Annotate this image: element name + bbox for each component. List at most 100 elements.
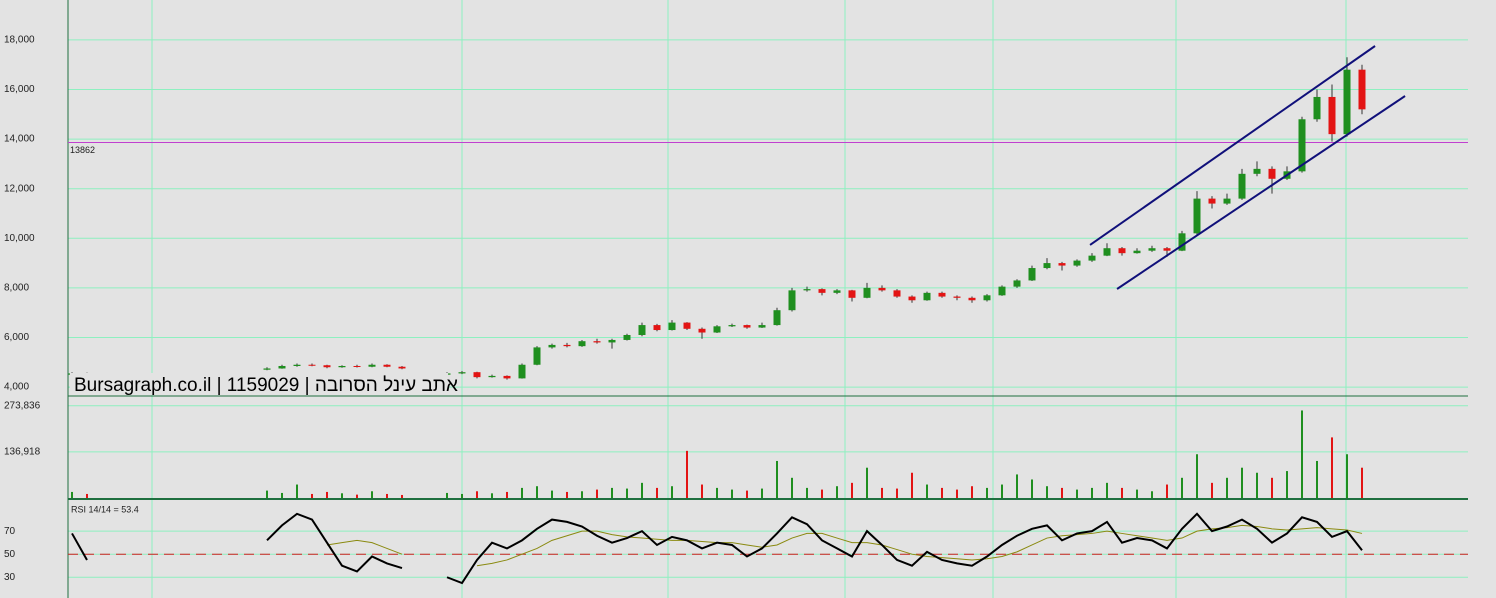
volume-bar bbox=[1271, 477, 1273, 498]
candle-body bbox=[1328, 96, 1336, 135]
candle-body bbox=[788, 290, 796, 311]
volume-bar bbox=[941, 487, 943, 498]
candle-body bbox=[1358, 69, 1366, 110]
volume-bar bbox=[746, 490, 748, 498]
candle-body bbox=[983, 295, 991, 301]
candle-body bbox=[383, 364, 391, 367]
candle-body bbox=[848, 290, 856, 298]
candle-body bbox=[863, 287, 871, 298]
candle-body bbox=[773, 310, 781, 326]
candle-body bbox=[578, 341, 586, 347]
candle-body bbox=[1178, 233, 1186, 251]
volume-bar bbox=[866, 467, 868, 498]
volume-bar bbox=[1196, 454, 1198, 498]
candle-body bbox=[473, 372, 481, 378]
candle-body bbox=[1148, 248, 1156, 251]
volume-bar bbox=[86, 493, 88, 498]
volume-bar bbox=[326, 491, 328, 498]
candle-body bbox=[593, 341, 601, 343]
volume-bar bbox=[386, 493, 388, 498]
candle-body bbox=[608, 339, 616, 343]
volume-bar bbox=[1121, 487, 1123, 498]
candle-body bbox=[923, 292, 931, 301]
candle-body bbox=[503, 375, 511, 379]
y-tick-label: 4,000 bbox=[4, 382, 29, 393]
y-tick-label: 12,000 bbox=[4, 183, 35, 194]
volume-bar bbox=[1181, 477, 1183, 498]
candle-body bbox=[908, 296, 916, 301]
candle-body bbox=[368, 364, 376, 367]
candle-body bbox=[953, 296, 961, 298]
volume-bar bbox=[971, 486, 973, 498]
candle-body bbox=[803, 289, 811, 291]
candle-body bbox=[548, 344, 556, 348]
y-tick-label: 273,836 bbox=[4, 400, 41, 411]
volume-bar bbox=[536, 486, 538, 498]
y-tick-label: 10,000 bbox=[4, 233, 35, 244]
candle-body bbox=[893, 290, 901, 297]
volume-bar bbox=[401, 494, 403, 498]
volume-bar bbox=[836, 486, 838, 498]
candle-body bbox=[308, 364, 316, 366]
candle-body bbox=[623, 334, 631, 340]
y-tick-label: 136,918 bbox=[4, 447, 41, 458]
volume-bar bbox=[761, 488, 763, 498]
candle-body bbox=[263, 368, 271, 370]
rsi-line bbox=[71, 512, 1363, 585]
candle-body bbox=[743, 325, 751, 328]
watermark-bg bbox=[70, 373, 448, 395]
candle-body bbox=[653, 325, 661, 331]
volume-bar bbox=[686, 450, 688, 498]
candle-body bbox=[1073, 260, 1081, 266]
volume-bar bbox=[851, 482, 853, 498]
trendline bbox=[1116, 95, 1406, 290]
volume-bar bbox=[611, 487, 613, 498]
volume-bar bbox=[311, 493, 313, 498]
volume-bar bbox=[956, 489, 958, 498]
volume-bar bbox=[806, 487, 808, 498]
volume-bar bbox=[881, 487, 883, 498]
volume-bar bbox=[521, 487, 523, 498]
volume-bar bbox=[491, 493, 493, 498]
candle-body bbox=[938, 292, 946, 297]
candle-body bbox=[833, 290, 841, 293]
volume-bar bbox=[1226, 477, 1228, 498]
y-tick-label: 30 bbox=[4, 572, 16, 583]
volume-bar bbox=[1211, 482, 1213, 498]
volume-bar bbox=[581, 491, 583, 498]
volume-bar bbox=[1241, 467, 1243, 498]
volume-bar bbox=[911, 472, 913, 498]
candle-body bbox=[1193, 198, 1201, 234]
y-tick-label: 16,000 bbox=[4, 84, 35, 95]
volume-bar bbox=[71, 491, 73, 498]
volume-bar bbox=[671, 486, 673, 498]
trendline bbox=[1089, 45, 1376, 246]
y-tick-label: 8,000 bbox=[4, 283, 29, 294]
candle-body bbox=[728, 325, 736, 327]
volume-bar bbox=[551, 490, 553, 498]
candle-body bbox=[638, 325, 646, 335]
candle-body bbox=[1133, 250, 1141, 254]
reference-label: 13862 bbox=[70, 145, 95, 155]
candle-body bbox=[998, 286, 1006, 296]
y-tick-label: 6,000 bbox=[4, 332, 29, 343]
volume-bar bbox=[1151, 491, 1153, 498]
volume-bar bbox=[281, 492, 283, 498]
candle-body bbox=[293, 364, 301, 366]
candle-body bbox=[1103, 248, 1111, 256]
candle-body bbox=[1313, 96, 1321, 120]
volume-bar bbox=[986, 487, 988, 498]
volume-bar bbox=[926, 484, 928, 498]
candle-body bbox=[1058, 263, 1066, 266]
candle-body bbox=[488, 375, 496, 378]
marks bbox=[68, 45, 1468, 585]
y-tick-label: 70 bbox=[4, 526, 16, 537]
candle-body bbox=[668, 322, 676, 331]
y-tick-label: 18,000 bbox=[4, 35, 35, 46]
volume-bar bbox=[1106, 482, 1108, 498]
candle-body bbox=[1013, 280, 1021, 287]
candle-body bbox=[698, 328, 706, 333]
volume-bar bbox=[1301, 410, 1303, 498]
